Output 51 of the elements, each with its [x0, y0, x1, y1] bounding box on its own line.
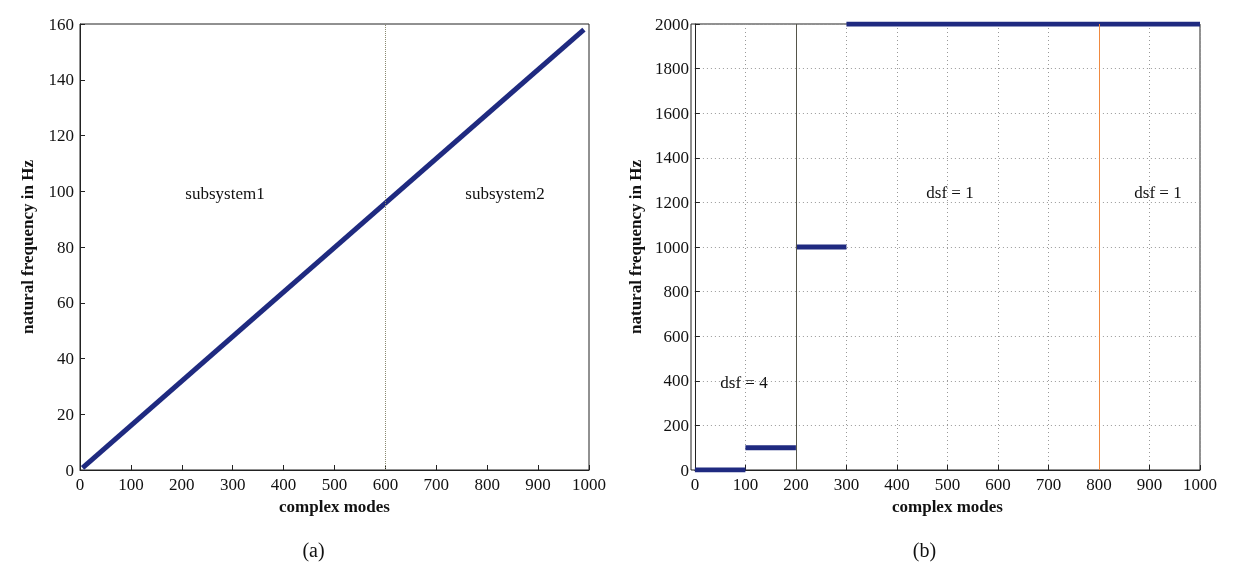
annotation: subsystem2: [465, 183, 545, 203]
y-tick-label: 200: [663, 415, 689, 435]
y-tick-label: 1200: [654, 192, 689, 212]
x-tick-label: 100: [732, 475, 759, 494]
x-tick-label: 700: [423, 475, 450, 494]
y-tick-label: 2000: [654, 14, 689, 34]
x-tick-label: 500: [321, 475, 348, 494]
y-tick-label: 1400: [654, 148, 689, 168]
x-axis-title: complex modes: [279, 496, 391, 516]
x-tick-label: 900: [525, 475, 551, 494]
x-tick-label: 200: [169, 475, 195, 494]
y-tick-label: 80: [57, 237, 74, 257]
y-tick-label: 100: [48, 181, 74, 201]
x-tick-label: 400: [884, 475, 910, 494]
x-tick-label: 100: [118, 475, 144, 494]
x-tick-label: 200: [783, 475, 809, 494]
x-tick-label: 500: [934, 475, 961, 494]
y-tick-label: 1600: [654, 103, 689, 123]
x-tick-label: 600: [372, 475, 399, 494]
annotation: dsf = 4: [720, 372, 769, 392]
y-tick-label: 40: [57, 349, 74, 368]
x-tick-label: 700: [1035, 475, 1062, 494]
annotation: dsf = 1: [926, 182, 974, 202]
y-tick-label: 140: [48, 70, 74, 90]
x-axis-title: complex modes: [891, 496, 1004, 516]
y-tick-label: 60: [57, 293, 74, 313]
x-tick-label: 400: [270, 475, 297, 494]
annotation: dsf = 1: [1134, 182, 1182, 202]
y-tick-label: 0: [680, 460, 689, 480]
y-tick-label: 400: [663, 371, 689, 391]
y-tick-label: 0: [65, 460, 74, 480]
x-tick-label: 800: [474, 475, 500, 494]
y-tick-label: 120: [48, 126, 74, 145]
x-tick-label: 1000: [572, 475, 606, 494]
y-tick-label: 1000: [654, 237, 689, 257]
y-tick-label: 800: [663, 282, 689, 302]
annotation: subsystem1: [185, 183, 265, 203]
x-tick-label: 1000: [1183, 475, 1217, 494]
y-axis-title: natural frequency in Hz: [626, 159, 645, 334]
y-tick-label: 600: [663, 326, 689, 346]
x-tick-label: 600: [985, 475, 1011, 494]
text: (b): [912, 539, 937, 562]
y-tick-label: 1800: [654, 59, 689, 79]
x-tick-label: 300: [219, 475, 246, 494]
x-tick-label: 900: [1136, 475, 1163, 494]
x-tick-label: 300: [833, 475, 860, 494]
y-tick-label: 20: [57, 404, 74, 424]
text: (a): [302, 539, 325, 562]
y-axis-title: natural frequency in Hz: [18, 159, 37, 334]
x-tick-label: 800: [1086, 475, 1112, 494]
y-tick-label: 160: [48, 14, 74, 34]
